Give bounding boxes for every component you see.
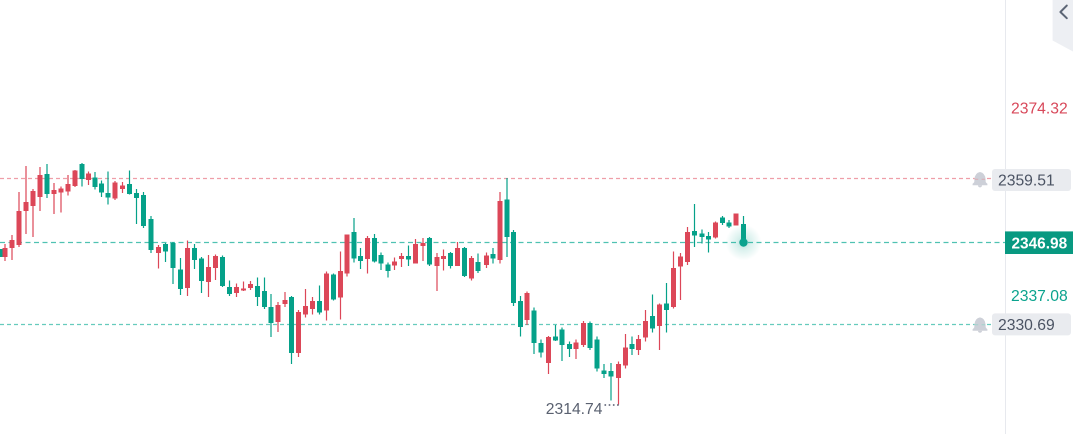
svg-text:2330.69: 2330.69 — [998, 317, 1055, 334]
svg-text:2337.08: 2337.08 — [1011, 288, 1068, 305]
svg-text:2359.51: 2359.51 — [998, 173, 1055, 190]
svg-text:2346.98: 2346.98 — [1012, 235, 1068, 252]
svg-text:2374.32: 2374.32 — [1011, 101, 1068, 118]
svg-text:2314.74: 2314.74 — [546, 401, 603, 418]
